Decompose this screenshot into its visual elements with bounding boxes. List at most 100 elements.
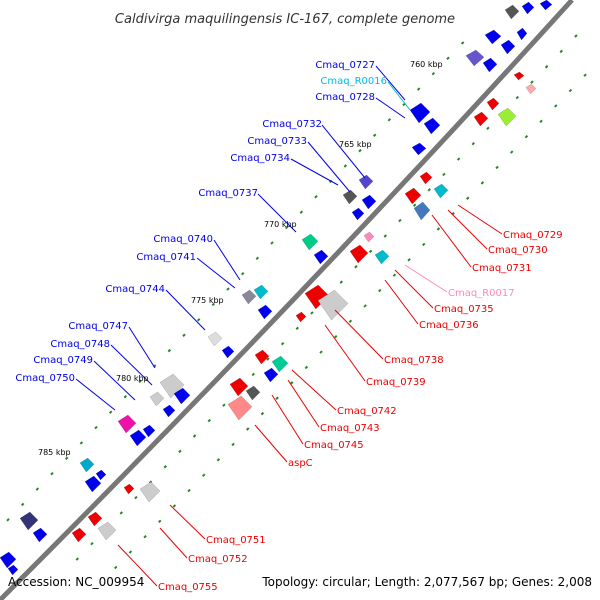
gene-feature bbox=[513, 71, 525, 81]
gene-label: Cmaq_0751 bbox=[206, 535, 266, 546]
gene-feature bbox=[123, 483, 135, 495]
gene-feature bbox=[342, 189, 358, 205]
genome-summary-text: Topology: circular; Length: 2,077,567 bp… bbox=[261, 575, 592, 589]
label-connector bbox=[257, 193, 297, 233]
label-connector bbox=[75, 378, 116, 411]
kbp-marker: 785 kbp bbox=[38, 448, 71, 457]
gene-feature bbox=[349, 244, 369, 264]
gene-feature bbox=[473, 111, 489, 127]
gene-feature bbox=[162, 404, 176, 418]
gene-feature bbox=[245, 385, 261, 401]
tick-mark bbox=[304, 365, 309, 370]
label-connector bbox=[271, 394, 304, 445]
gene-feature bbox=[95, 469, 107, 481]
tick-marks bbox=[6, 34, 587, 570]
gene-feature bbox=[129, 429, 147, 447]
gene-feature bbox=[358, 174, 374, 190]
label-connector bbox=[394, 269, 434, 309]
label-connector bbox=[213, 239, 241, 281]
gene-feature bbox=[32, 527, 48, 543]
gene-feature bbox=[0, 551, 17, 569]
gene-feature bbox=[521, 1, 535, 15]
tick-mark bbox=[167, 348, 172, 353]
label-connector bbox=[375, 97, 406, 119]
tick-mark bbox=[446, 56, 450, 61]
gene-feature bbox=[159, 373, 185, 399]
gene-label: Cmaq_0730 bbox=[488, 245, 548, 256]
tick-mark bbox=[163, 465, 167, 469]
gene-label: Cmaq_R0016 bbox=[320, 76, 387, 87]
tick-mark bbox=[275, 396, 279, 400]
tick-mark bbox=[211, 302, 216, 307]
tick-mark bbox=[75, 557, 79, 561]
tick-mark bbox=[295, 326, 299, 330]
tick-mark bbox=[222, 403, 226, 407]
gene-feature bbox=[149, 391, 165, 407]
gene-feature bbox=[317, 289, 349, 321]
label-connector bbox=[169, 504, 206, 540]
gene-feature bbox=[207, 331, 223, 347]
tick-mark bbox=[358, 148, 362, 153]
tick-mark bbox=[202, 473, 206, 477]
label-connector bbox=[404, 264, 448, 293]
gene-label: Cmaq_0728 bbox=[315, 92, 375, 103]
gene-label: Cmaq_0734 bbox=[230, 153, 290, 164]
gene-feature bbox=[117, 414, 137, 434]
label-connector bbox=[291, 369, 337, 411]
tick-mark bbox=[178, 449, 182, 454]
tick-mark bbox=[108, 410, 113, 414]
tick-mark bbox=[299, 210, 304, 214]
gene-feature bbox=[497, 107, 517, 127]
label-connector bbox=[290, 158, 339, 186]
left-gene-labels: Cmaq_0727 Cmaq_R0016 Cmaq_0728 Cmaq_0732… bbox=[15, 60, 387, 384]
gene-label: Cmaq_0739 bbox=[366, 377, 426, 388]
kbp-marker: 765 kbp bbox=[339, 140, 372, 149]
tick-mark bbox=[226, 287, 230, 291]
gene-feature bbox=[486, 97, 500, 111]
gene-label: Cmaq_0745 bbox=[304, 440, 364, 451]
kbp-marker: 760 kbp bbox=[410, 60, 443, 69]
tick-mark bbox=[20, 502, 25, 507]
tick-mark bbox=[466, 196, 470, 200]
gene-label: Cmaq_0752 bbox=[188, 554, 248, 565]
tick-mark bbox=[539, 119, 543, 124]
gene-feature bbox=[241, 289, 257, 305]
gene-feature bbox=[433, 183, 449, 199]
gene-feature bbox=[423, 117, 441, 135]
label-connector bbox=[334, 309, 384, 360]
tick-mark bbox=[246, 427, 250, 431]
gene-feature bbox=[19, 511, 39, 531]
tick-mark bbox=[510, 150, 514, 154]
tick-mark bbox=[422, 242, 426, 247]
tick-mark bbox=[266, 357, 270, 361]
gene-feature bbox=[504, 4, 520, 20]
kbp-marker: 770 kbp bbox=[264, 220, 297, 229]
tick-mark bbox=[50, 471, 54, 476]
tick-mark bbox=[90, 541, 94, 546]
tick-mark bbox=[134, 495, 138, 500]
tick-mark bbox=[471, 141, 475, 146]
right-gene-labels: Cmaq_0729 Cmaq_0730 Cmaq_0731 Cmaq_R0017… bbox=[158, 230, 563, 593]
label-connector bbox=[110, 344, 153, 386]
tick-mark bbox=[319, 350, 323, 354]
gene-feature bbox=[484, 29, 502, 45]
tick-mark bbox=[231, 442, 235, 447]
gene-feature bbox=[361, 194, 377, 210]
gene-feature bbox=[413, 201, 431, 221]
gene-label: aspC bbox=[288, 458, 313, 469]
tick-mark bbox=[530, 80, 534, 84]
tick-mark bbox=[143, 535, 147, 539]
gene-feature bbox=[301, 233, 319, 251]
tick-mark bbox=[343, 164, 348, 168]
tick-mark bbox=[427, 188, 431, 192]
tick-mark bbox=[339, 280, 343, 284]
tick-mark bbox=[554, 104, 558, 108]
gene-feature bbox=[411, 142, 427, 156]
label-connector bbox=[324, 324, 366, 382]
gene-feature bbox=[142, 424, 156, 438]
tick-mark bbox=[114, 565, 118, 570]
label-connectors bbox=[75, 65, 503, 587]
label-connector bbox=[307, 141, 351, 193]
tick-mark bbox=[284, 225, 289, 230]
tick-mark bbox=[524, 135, 529, 139]
